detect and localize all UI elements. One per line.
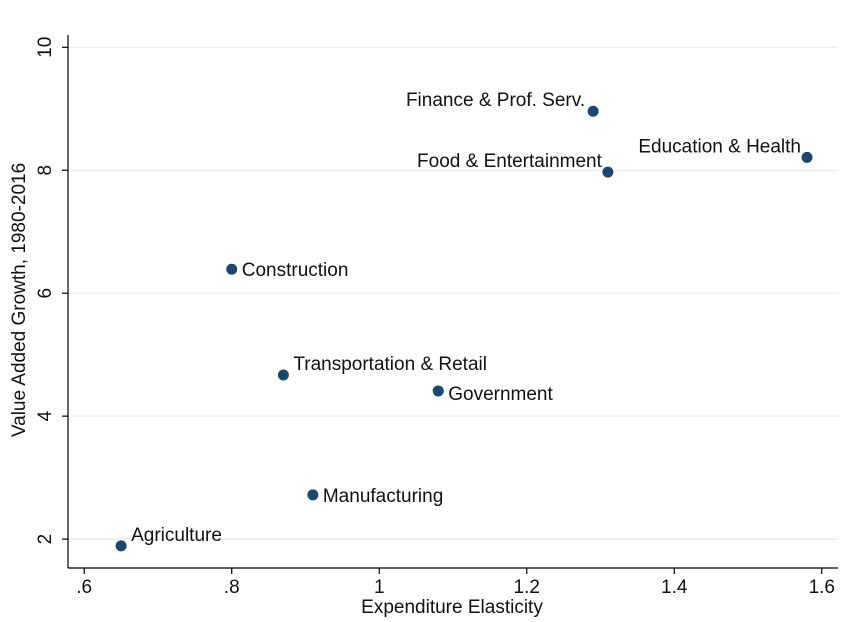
y-axis-label: Value Added Growth, 1980-2016	[9, 163, 30, 437]
x-tick-label: 1	[374, 577, 385, 598]
x-tick-label: .6	[76, 577, 92, 598]
point	[432, 385, 444, 397]
y-tick-label: 8	[35, 165, 56, 176]
point-label: Transportation & Retail	[293, 354, 487, 375]
point-label: Food & Entertainment	[417, 151, 603, 172]
x-tick-label: 1.4	[661, 577, 688, 598]
x-axis-label: Expenditure Elasticity	[361, 597, 543, 618]
point	[602, 166, 614, 178]
point	[801, 151, 813, 163]
y-tick-label: 6	[35, 288, 56, 299]
point	[277, 369, 289, 381]
x-tick-label: 1.6	[809, 577, 835, 598]
point-label: Education & Health	[638, 136, 801, 157]
point	[587, 105, 599, 117]
point	[226, 263, 238, 275]
point-label: Agriculture	[131, 525, 222, 546]
point-label: Manufacturing	[323, 486, 443, 507]
y-tick-label: 4	[35, 410, 56, 421]
point-label: Construction	[242, 260, 349, 281]
point-label: Finance & Prof. Serv.	[406, 90, 585, 111]
point-label: Government	[448, 384, 553, 405]
x-tick-label: .8	[224, 577, 240, 598]
y-tick-label: 10	[35, 37, 56, 58]
y-tick-label: 2	[35, 534, 56, 545]
x-tick-label: 1.2	[514, 577, 540, 598]
point	[115, 540, 127, 552]
point	[307, 489, 319, 501]
